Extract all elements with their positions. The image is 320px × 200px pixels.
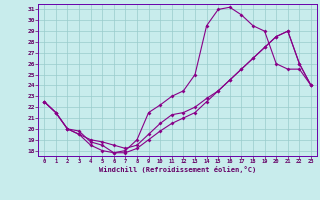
X-axis label: Windchill (Refroidissement éolien,°C): Windchill (Refroidissement éolien,°C) <box>99 166 256 173</box>
